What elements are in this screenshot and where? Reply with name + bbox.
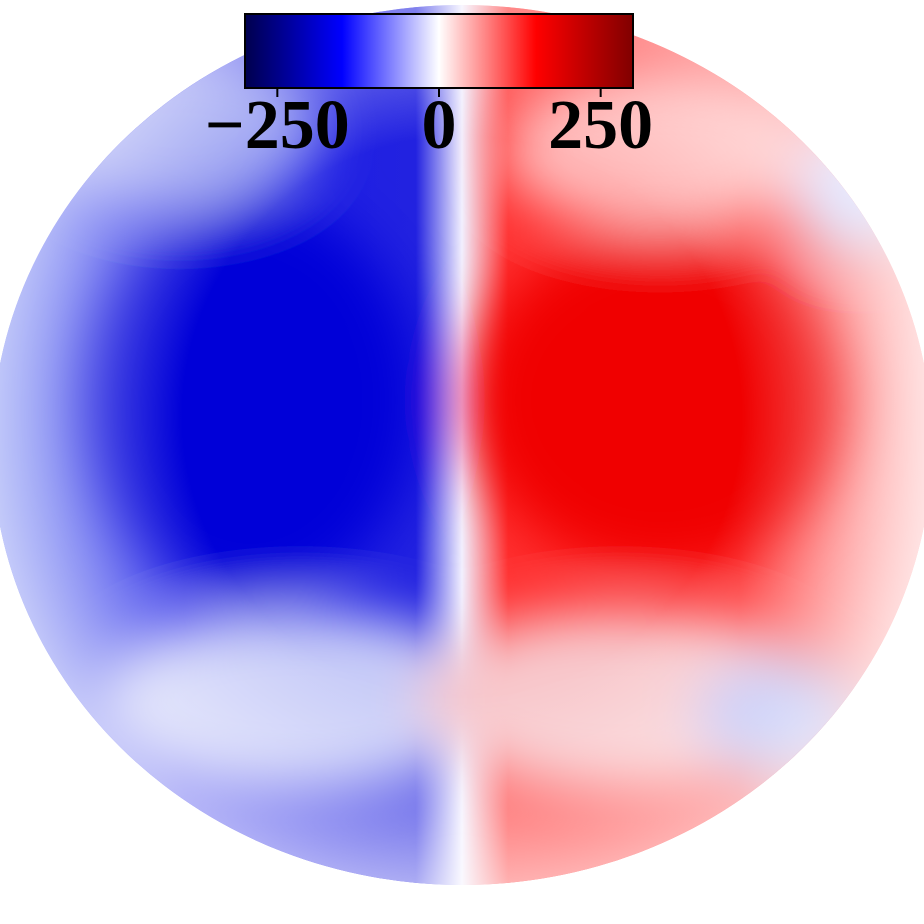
colorbar-tick-label: 250 [548, 87, 653, 164]
colorbar [244, 13, 634, 89]
colorbar-tick-label: −250 [205, 87, 350, 164]
colorbar-tick-label: 0 [422, 87, 457, 164]
